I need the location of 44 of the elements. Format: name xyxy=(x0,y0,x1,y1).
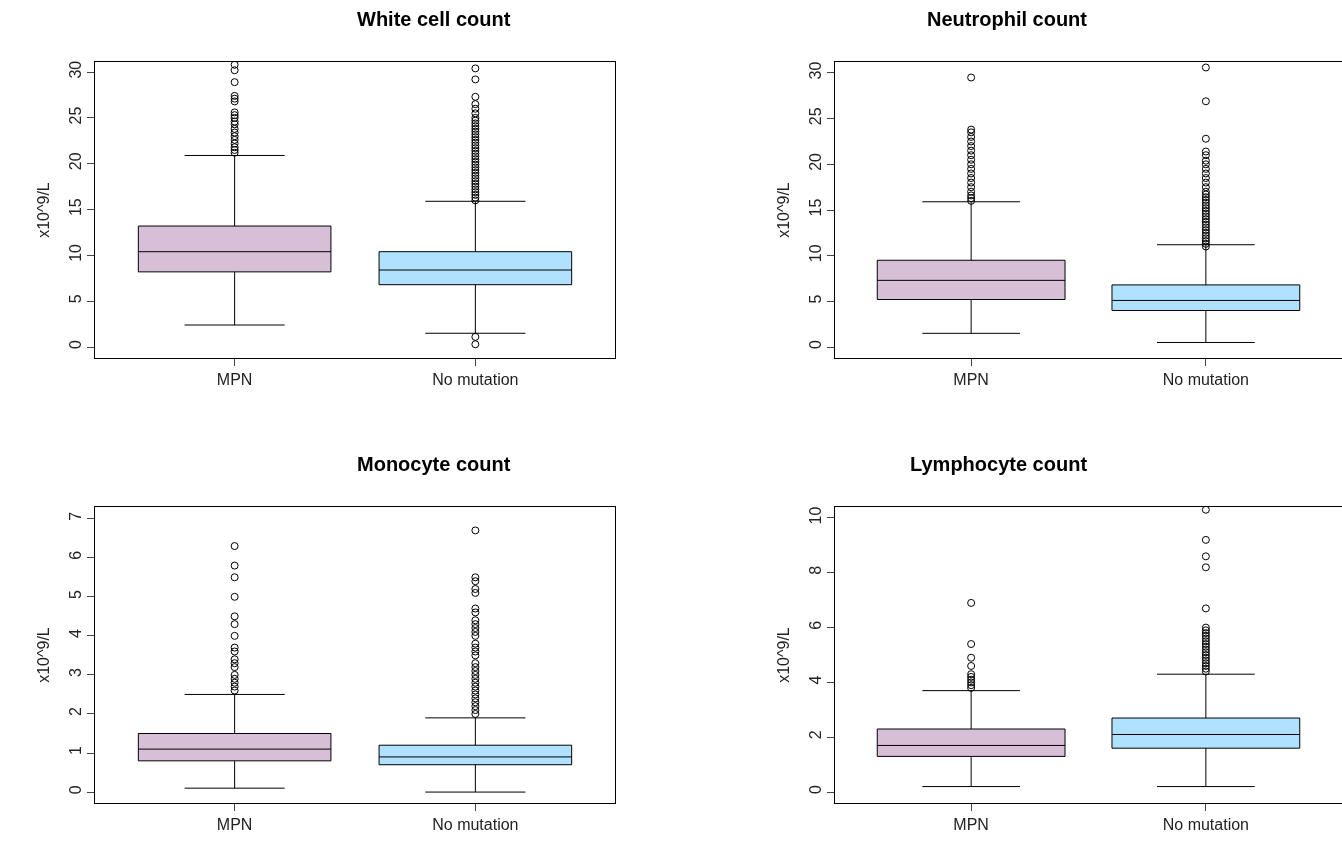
y-tick-label: 1 xyxy=(66,746,84,756)
y-tick-label: 6 xyxy=(806,620,824,630)
y-tick-label: 6 xyxy=(66,550,84,560)
y-tick-label: 0 xyxy=(66,340,84,350)
y-tick-label: 5 xyxy=(66,294,84,304)
y-tick-label: 10 xyxy=(66,243,84,262)
y-tick-label: 5 xyxy=(806,294,824,304)
chart-title: White cell count xyxy=(357,8,511,30)
y-axis-title: x10^9/L xyxy=(35,627,53,683)
y-tick-label: 2 xyxy=(806,730,824,740)
x-tick-label: MPN xyxy=(216,816,253,834)
y-axis-title: x10^9/L xyxy=(775,182,793,238)
y-axis-title: x10^9/L xyxy=(35,182,53,238)
y-tick-label: 0 xyxy=(66,785,84,795)
y-tick-label: 7 xyxy=(66,511,84,521)
y-tick-label: 10 xyxy=(806,244,824,263)
y-tick-label: 2 xyxy=(66,707,84,717)
y-axis-title: x10^9/L xyxy=(775,627,793,683)
y-tick-label: 0 xyxy=(806,340,824,350)
y-tick-label: 5 xyxy=(66,589,84,599)
y-tick-label: 30 xyxy=(806,61,824,80)
y-tick-label: 20 xyxy=(806,152,824,171)
y-tick-label: 8 xyxy=(806,565,824,575)
y-tick-label: 30 xyxy=(66,60,84,79)
y-tick-label: 4 xyxy=(66,628,84,638)
y-tick-label: 4 xyxy=(806,675,824,685)
y-tick-label: 3 xyxy=(66,667,84,677)
x-tick-label: MPN xyxy=(216,371,253,389)
x-tick-label: MPN xyxy=(953,816,989,834)
y-tick-label: 0 xyxy=(806,785,824,795)
x-tick-label: No mutation xyxy=(432,371,519,389)
y-tick-label: 20 xyxy=(66,152,84,171)
x-tick-label: No mutation xyxy=(1162,371,1249,389)
y-tick-label: 15 xyxy=(66,198,84,217)
chart-title: Neutrophil count xyxy=(927,8,1088,30)
y-tick-label: 10 xyxy=(806,506,824,525)
y-tick-label: 25 xyxy=(66,106,84,125)
x-tick-label: No mutation xyxy=(432,816,519,834)
chart-title: Monocyte count xyxy=(357,453,511,475)
x-tick-label: MPN xyxy=(953,371,989,389)
x-tick-label: No mutation xyxy=(1162,816,1249,834)
y-tick-label: 25 xyxy=(806,107,824,126)
chart-title: Lymphocyte count xyxy=(910,453,1088,475)
y-tick-label: 15 xyxy=(806,198,824,217)
